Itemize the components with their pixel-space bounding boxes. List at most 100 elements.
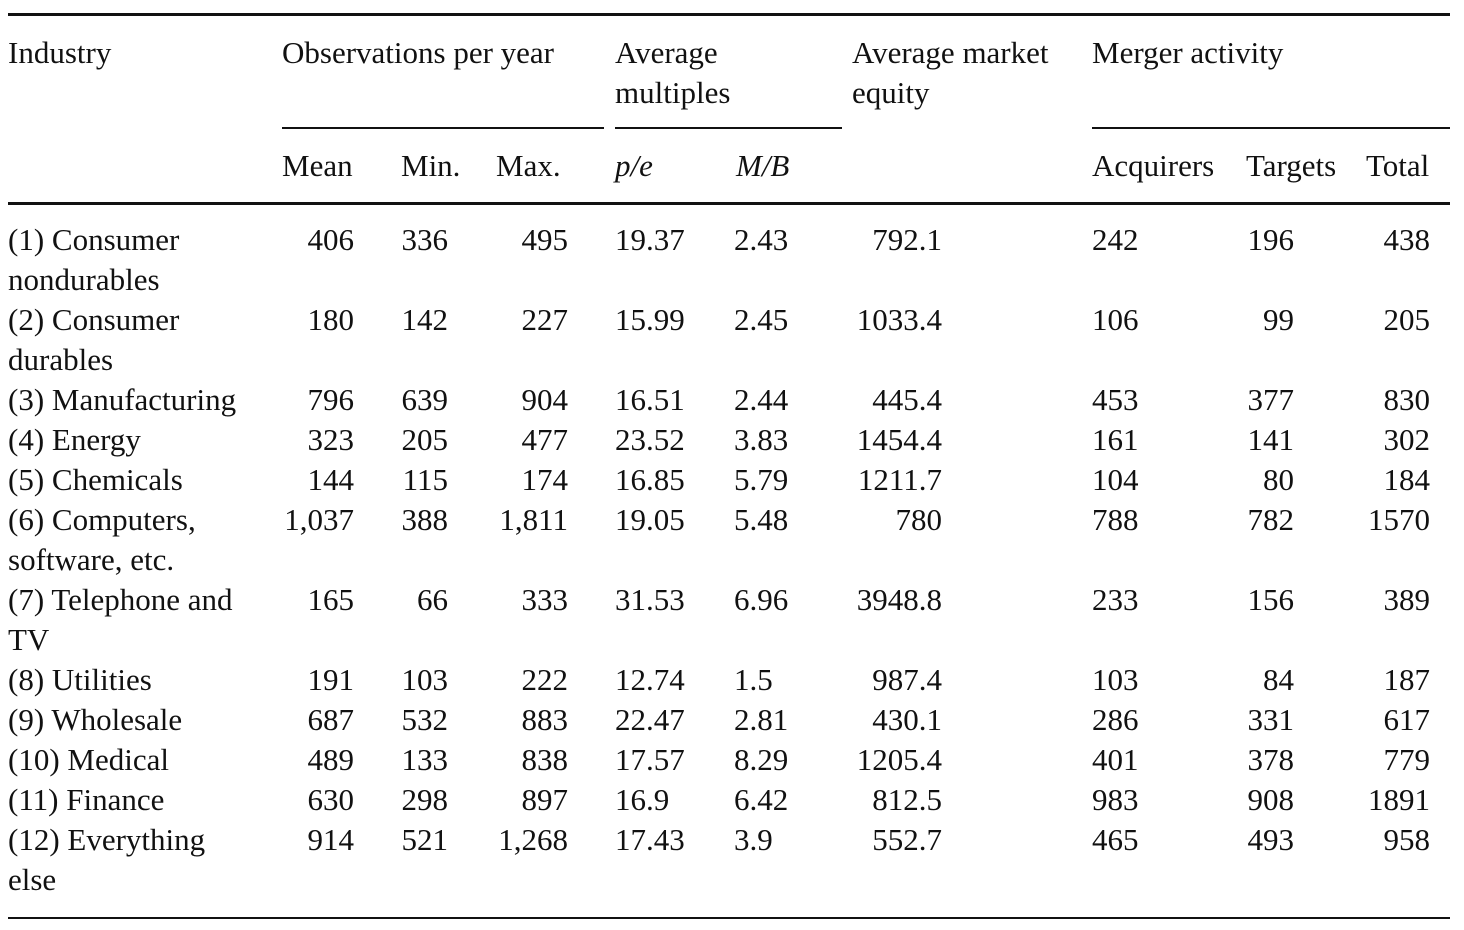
cell-mb: 2.81 bbox=[734, 702, 789, 737]
subheader-targets: Targets bbox=[1246, 148, 1337, 183]
cell-mean: 323 bbox=[307, 422, 355, 457]
cell-min: 133 bbox=[401, 742, 449, 777]
industry-name-line1: (8) Utilities bbox=[8, 662, 152, 697]
cell-targets: 141 bbox=[1247, 422, 1295, 457]
cell-total: 302 bbox=[1383, 422, 1431, 457]
cell-equity: 780 bbox=[895, 502, 943, 537]
cell-min: 205 bbox=[401, 422, 449, 457]
industry-name-line2: TV bbox=[8, 622, 50, 657]
industry-name: (6) Computers, software, etc. bbox=[8, 500, 278, 580]
cell-max: 883 bbox=[521, 702, 569, 737]
cell-total: 1570 bbox=[1368, 502, 1430, 537]
industry-name: (9) Wholesale bbox=[8, 700, 278, 740]
cell-mean: 406 bbox=[307, 222, 355, 257]
cell-targets: 196 bbox=[1247, 222, 1295, 257]
subheader-total: Total bbox=[1366, 148, 1430, 183]
subheader-mean: Mean bbox=[282, 148, 353, 183]
cell-equity: 552.7 bbox=[872, 822, 942, 857]
cell-acquirers: 103 bbox=[1092, 662, 1139, 697]
cell-pe: 12.74 bbox=[615, 662, 685, 697]
cell-max: 897 bbox=[521, 782, 569, 817]
table-top-rule bbox=[8, 13, 1450, 16]
cell-targets: 99 bbox=[1263, 302, 1294, 337]
cell-total: 389 bbox=[1383, 582, 1431, 617]
cell-acquirers: 106 bbox=[1092, 302, 1139, 337]
cell-total: 187 bbox=[1383, 662, 1431, 697]
header-merger: Merger activity bbox=[1092, 35, 1284, 70]
cell-mb: 6.42 bbox=[734, 782, 789, 817]
cell-total: 1891 bbox=[1368, 782, 1430, 817]
industry-name: (12) Everything else bbox=[8, 820, 278, 900]
cell-acquirers: 161 bbox=[1092, 422, 1139, 457]
cell-mean: 489 bbox=[307, 742, 355, 777]
cell-mean: 165 bbox=[307, 582, 355, 617]
industry-name: (1) Consumer nondurables bbox=[8, 220, 278, 300]
header-equity-line2: equity bbox=[852, 75, 930, 110]
subheader-min: Min. bbox=[401, 148, 461, 183]
industry-name-line1: (1) Consumer bbox=[8, 222, 180, 257]
cell-equity: 3948.8 bbox=[856, 582, 942, 617]
cell-total: 438 bbox=[1383, 222, 1431, 257]
cell-min: 639 bbox=[401, 382, 449, 417]
merger-rule bbox=[1092, 127, 1450, 129]
cell-max: 495 bbox=[521, 222, 569, 257]
header-observations: Observations per year bbox=[282, 35, 555, 70]
cell-mean: 687 bbox=[307, 702, 355, 737]
cell-equity: 987.4 bbox=[872, 662, 942, 697]
industry-name: (7) Telephone and TV bbox=[8, 580, 278, 660]
cell-min: 521 bbox=[401, 822, 449, 857]
subheader-acquirers: Acquirers bbox=[1092, 148, 1215, 183]
cell-equity: 445.4 bbox=[872, 382, 942, 417]
cell-mb: 2.44 bbox=[734, 382, 789, 417]
subheader-max: Max. bbox=[496, 148, 561, 183]
cell-pe: 19.05 bbox=[615, 502, 685, 537]
cell-mb: 3.83 bbox=[734, 422, 789, 457]
observations-rule bbox=[282, 127, 604, 129]
cell-acquirers: 242 bbox=[1092, 222, 1139, 257]
industry-name-line2: else bbox=[8, 862, 57, 897]
cell-mb: 6.96 bbox=[734, 582, 789, 617]
cell-max: 838 bbox=[521, 742, 569, 777]
industry-name-line1: (11) Finance bbox=[8, 782, 165, 817]
header-industry: Industry bbox=[8, 35, 112, 70]
cell-equity: 1454.4 bbox=[856, 422, 942, 457]
cell-pe: 19.37 bbox=[615, 222, 685, 257]
cell-pe: 16.51 bbox=[615, 382, 685, 417]
cell-acquirers: 465 bbox=[1092, 822, 1139, 857]
cell-pe: 16.85 bbox=[615, 462, 685, 497]
cell-max: 333 bbox=[521, 582, 569, 617]
cell-total: 830 bbox=[1383, 382, 1431, 417]
cell-max: 904 bbox=[521, 382, 569, 417]
industry-name-line1: (6) Computers, bbox=[8, 502, 196, 537]
cell-total: 617 bbox=[1383, 702, 1431, 737]
industry-name-line1: (2) Consumer bbox=[8, 302, 180, 337]
cell-mb: 5.48 bbox=[734, 502, 789, 537]
industry-name-line1: (10) Medical bbox=[8, 742, 169, 777]
cell-equity: 430.1 bbox=[872, 702, 942, 737]
cell-targets: 908 bbox=[1247, 782, 1295, 817]
cell-max: 1,268 bbox=[498, 822, 568, 857]
cell-pe: 15.99 bbox=[615, 302, 685, 337]
cell-mean: 630 bbox=[307, 782, 355, 817]
header-equity: Average market equity bbox=[852, 33, 1049, 113]
cell-acquirers: 453 bbox=[1092, 382, 1139, 417]
cell-mb: 2.43 bbox=[734, 222, 789, 257]
cell-pe: 17.43 bbox=[615, 822, 685, 857]
cell-targets: 782 bbox=[1247, 502, 1295, 537]
cell-targets: 80 bbox=[1263, 462, 1294, 497]
cell-min: 532 bbox=[401, 702, 449, 737]
cell-total: 958 bbox=[1383, 822, 1431, 857]
industry-name: (5) Chemicals bbox=[8, 460, 278, 500]
subheader-mb: M/B bbox=[736, 148, 790, 183]
industry-name: (3) Manufacturing bbox=[8, 380, 278, 420]
cell-mb: 5.79 bbox=[734, 462, 789, 497]
cell-min: 298 bbox=[401, 782, 449, 817]
industry-name-line2: nondurables bbox=[8, 262, 160, 297]
cell-mean: 180 bbox=[307, 302, 355, 337]
cell-mean: 914 bbox=[307, 822, 355, 857]
industry-name-line2: software, etc. bbox=[8, 542, 175, 577]
cell-total: 205 bbox=[1383, 302, 1431, 337]
industry-name: (11) Finance bbox=[8, 780, 278, 820]
cell-equity: 792.1 bbox=[872, 222, 942, 257]
